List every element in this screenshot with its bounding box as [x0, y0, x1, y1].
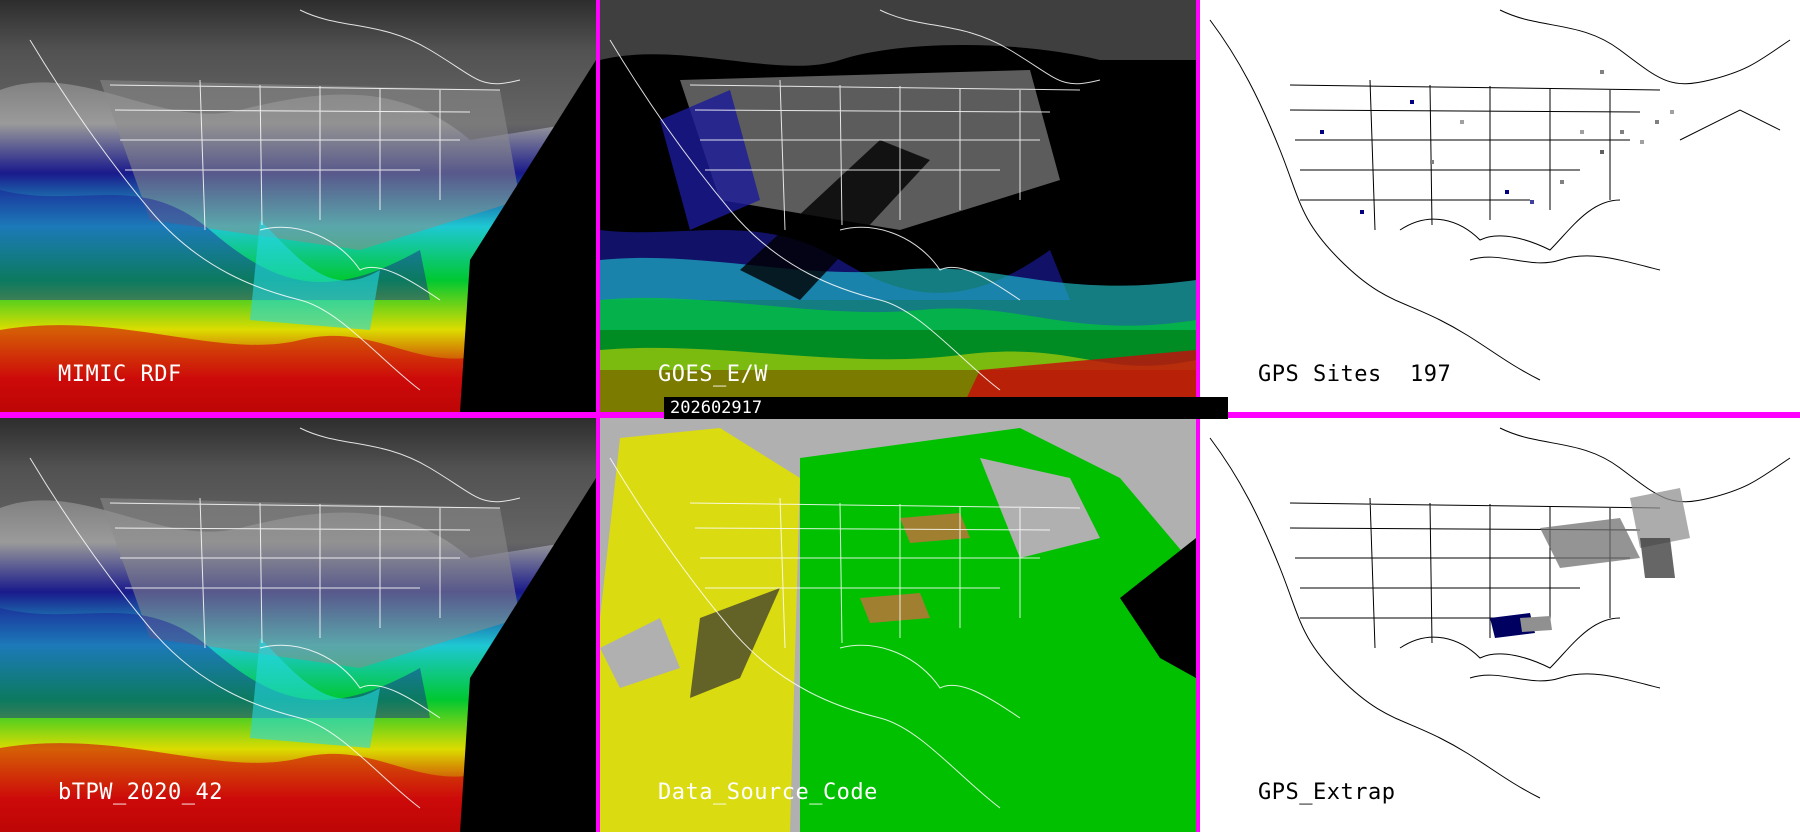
gps-site-count: 197 — [1410, 362, 1452, 387]
panel-label: bTPW_2020_42 — [58, 780, 223, 805]
panel-label: GOES_E/W — [658, 362, 768, 387]
gps-sites-map-image — [1200, 0, 1800, 412]
panel-gps-extrap: GPS_Extrap — [1200, 418, 1800, 832]
timestamp-bar: 202602917 — [664, 397, 1228, 419]
panel-mimic-rdf: MIMIC RDF — [0, 0, 596, 412]
tpw-map-image — [0, 418, 596, 832]
panel-label: MIMIC RDF — [58, 362, 182, 387]
goes-map-image — [600, 0, 1196, 412]
panel-data-source-code: Data_Source_Code — [600, 418, 1196, 832]
source-map-image — [600, 418, 1196, 832]
panel-btpw: bTPW_2020_42 — [0, 418, 596, 832]
gps-extrap-map-image — [1200, 418, 1800, 832]
tpw-map-image — [0, 0, 596, 412]
gps-site-markers — [1320, 70, 1674, 214]
panel-label: Data_Source_Code — [658, 780, 878, 805]
panel-gps-sites: GPS Sites 197 — [1200, 0, 1800, 412]
panel-goes: GOES_E/W — [600, 0, 1196, 412]
panel-label: GPS Sites — [1258, 362, 1382, 387]
panel-label: GPS_Extrap — [1258, 780, 1396, 805]
